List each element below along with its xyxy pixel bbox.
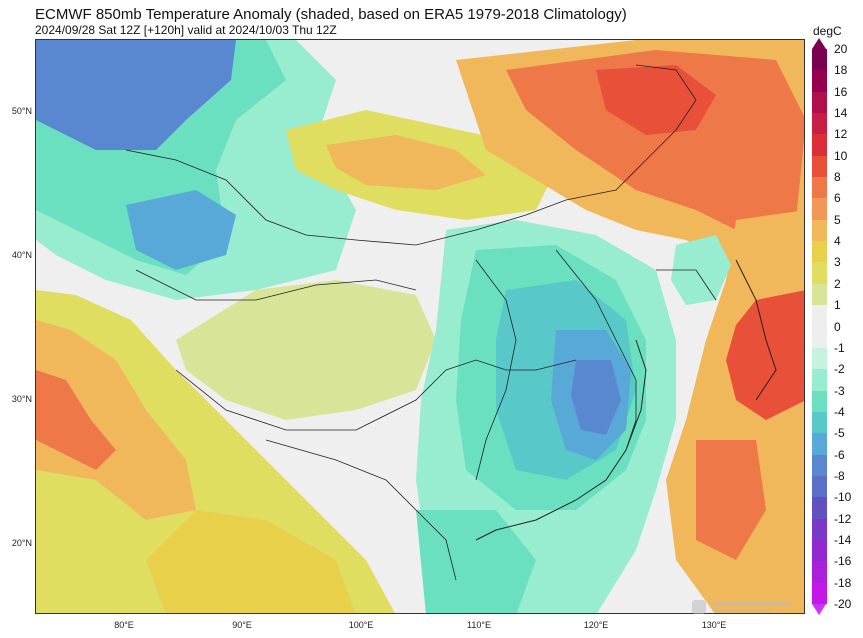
colorbar-tick-label: -8 <box>834 468 845 483</box>
colorbar-segment <box>812 390 827 413</box>
colorbar-segment <box>812 518 827 541</box>
warm-japan-core <box>726 290 804 420</box>
colorbar-tick-label: -10 <box>834 490 852 505</box>
cold-northwest-core <box>36 40 236 150</box>
colorbar-segment <box>812 561 827 584</box>
colorbar-segment <box>812 91 827 114</box>
colorbar-tick-label: -5 <box>834 426 845 441</box>
colorbar-tick-label: -6 <box>834 447 845 462</box>
colorbar-tick-label: 5 <box>834 212 841 227</box>
colorbar-segment <box>812 241 827 263</box>
colorbar-tick-label: -1 <box>834 340 845 355</box>
colorbar-segment <box>812 454 827 477</box>
colorbar-segment <box>812 326 827 349</box>
colorbar-segment <box>812 369 827 392</box>
cold-south-tail <box>416 510 536 613</box>
colorbar-tick-label: 2 <box>834 276 841 291</box>
warm-southwest-hot <box>36 370 116 470</box>
cold-east-deepest <box>571 360 621 435</box>
colorbar-segment <box>812 177 827 199</box>
colorbar-tick-label: -2 <box>834 362 845 377</box>
colorbar-bottom-arrow <box>812 604 826 615</box>
colorbar-top-arrow <box>812 38 826 49</box>
coastline <box>475 259 777 541</box>
colorbar-tick-label: 10 <box>834 148 848 163</box>
lon-label-80e: 80°E <box>114 620 134 630</box>
colorbar-tick-label: 12 <box>834 127 848 142</box>
colorbar-segment <box>812 411 827 434</box>
lon-label-110e: 110°E <box>467 620 491 630</box>
colorbar-segment <box>812 262 827 285</box>
colorbar-tick-label: 14 <box>834 106 848 121</box>
warm-plateau <box>176 280 436 420</box>
lon-label-90e: 90°E <box>232 620 252 630</box>
colorbar-segment <box>812 347 827 370</box>
colorbar-segment <box>812 155 827 178</box>
anomaly-map <box>35 39 805 614</box>
lon-label-130e: 130°E <box>701 620 727 630</box>
colorbar-segment <box>812 219 827 242</box>
warm-india-south <box>146 510 356 613</box>
colorbar-tick-label: -14 <box>834 532 852 547</box>
warm-mongolia-core <box>326 135 486 190</box>
lat-label-20n: 20°N <box>11 538 32 548</box>
lon-label-100e: 100°E <box>348 620 374 630</box>
warm-northeast-core <box>596 65 716 135</box>
colorbar-segment <box>812 582 827 605</box>
colorbar-tick-label: 4 <box>834 234 841 249</box>
cold-korea <box>671 235 731 305</box>
colorbar-segment <box>812 70 827 93</box>
cold-xinjiang-core <box>126 190 236 270</box>
colorbar-segment <box>812 305 827 327</box>
colorbar-tick-label: 0 <box>834 319 841 334</box>
colorbar-segment <box>812 475 827 498</box>
colorbar-tick-label: 16 <box>834 84 848 99</box>
map-canvas <box>36 40 804 613</box>
lat-label-50n: 50°N <box>11 106 32 116</box>
colorbar-segment <box>812 198 827 221</box>
colorbar-tick-label: 20 <box>834 42 848 56</box>
colorbar-tick-label: -3 <box>834 383 845 398</box>
colorbar-unit: degC <box>813 24 842 38</box>
lat-label-30n: 30°N <box>11 394 32 404</box>
colorbar-segment <box>812 49 827 71</box>
colorbar-tick-label: -20 <box>834 597 852 611</box>
map-title: ECMWF 850mb Temperature Anomaly (shaded,… <box>35 6 627 23</box>
lat-label-40n: 40°N <box>11 250 32 260</box>
colorbar-tick-label: -4 <box>834 404 845 419</box>
colorbar-tick-label: -12 <box>834 511 852 526</box>
colorbar-segment <box>812 113 827 135</box>
country-borders <box>125 64 717 581</box>
colorbar-tick-label: -18 <box>834 575 852 590</box>
colorbar-tick-label: -16 <box>834 554 852 569</box>
map-subtitle: 2024/09/28 Sat 12Z [+120h] valid at 2024… <box>35 23 337 37</box>
warm-northeast-mid <box>506 50 804 240</box>
colorbar-tick-label: 8 <box>834 170 841 185</box>
colorbar-tick-label: 18 <box>834 63 848 78</box>
colorbar-tick-label: 6 <box>834 191 841 206</box>
warm-southwest-region <box>36 290 395 613</box>
colorbar <box>812 49 827 605</box>
watermark-logo <box>692 600 792 614</box>
colorbar-segment <box>812 539 827 562</box>
colorbar-segment <box>812 134 827 157</box>
colorbar-segment <box>812 497 827 520</box>
lon-label-120e: 120°E <box>583 620 609 630</box>
warm-southwest-core <box>36 320 196 520</box>
warm-pacific-east <box>696 440 766 560</box>
colorbar-tick-label: 1 <box>834 298 841 313</box>
colorbar-segment <box>812 283 827 306</box>
colorbar-segment <box>812 433 827 456</box>
colorbar-tick-label: 3 <box>834 255 841 270</box>
